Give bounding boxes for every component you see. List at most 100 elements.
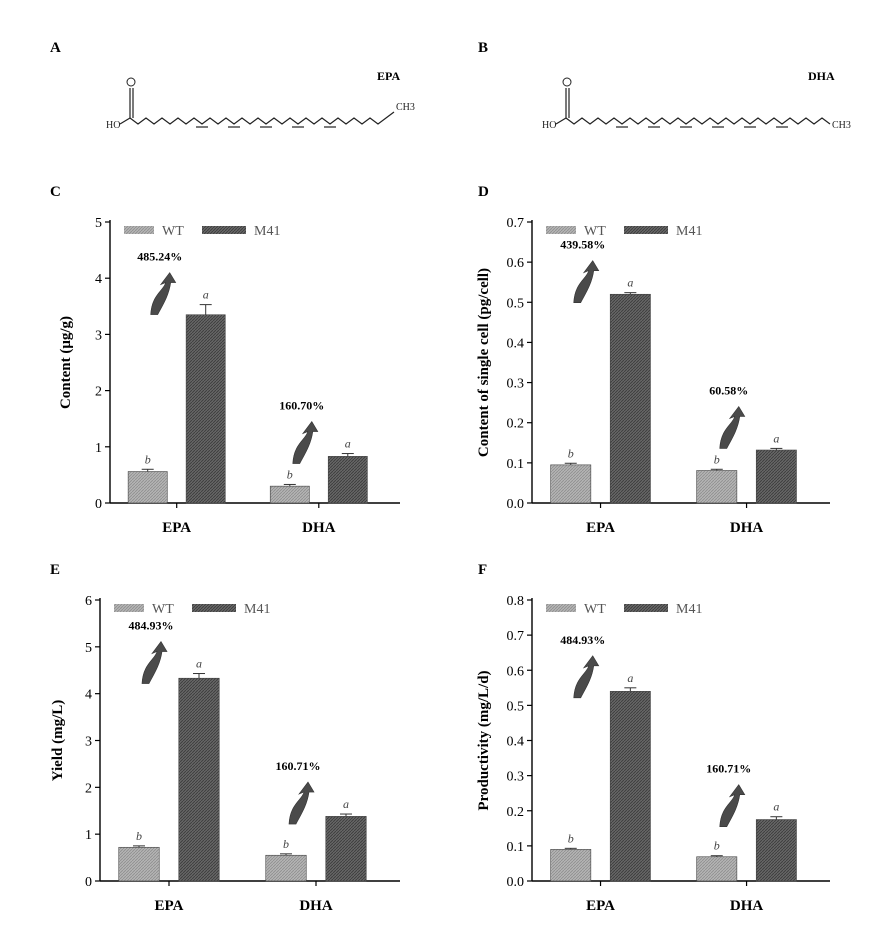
y-tick-label: 4 (95, 272, 102, 287)
increase-percentage-label: 484.93% (560, 633, 605, 647)
y-tick-label: 3 (85, 735, 92, 750)
dha-methyl-label: CH3 (832, 120, 851, 131)
significance-letter: a (343, 797, 349, 811)
significance-letter: a (773, 431, 779, 445)
increase-percentage-label: 160.71% (706, 762, 751, 776)
y-tick-label: 0.5 (507, 296, 525, 311)
chart-d-single-cell-content: 0.0 0.1 0.2 0.3 0.4 0.5 0.6 0.7 Content of singl… (476, 216, 830, 536)
y-axis-label: Content (μg/g) (58, 316, 74, 409)
bar-m41-epa (178, 677, 220, 882)
dha-structure (565, 117, 831, 125)
significance-letter: b (136, 829, 142, 843)
bar-wt-epa (118, 846, 160, 882)
epa-oxygen-atom (126, 77, 136, 87)
y-tick-label: 4 (85, 688, 92, 703)
panel-label-d: D (478, 184, 489, 200)
legend-swatch-wt (124, 226, 154, 234)
panel-label-e: E (50, 562, 60, 578)
legend-label-wt: WT (162, 224, 184, 239)
bar-wt-epa (550, 464, 592, 504)
y-tick-label: 0.8 (507, 594, 525, 609)
legend-label-m41: M41 (676, 224, 702, 239)
legend-label-wt: WT (152, 602, 174, 617)
epa-hydroxyl-label: HO (106, 120, 120, 131)
epa-hydroxyl-bond (119, 117, 131, 125)
increase-percentage-label: 60.58% (709, 383, 748, 397)
bar-wt-dha (696, 470, 738, 504)
panel-a: A EPA HO CH3 (50, 40, 415, 131)
y-tick-label: 1 (85, 828, 92, 843)
legend-label-m41: M41 (254, 224, 280, 239)
bar-wt-epa (550, 849, 592, 882)
y-tick-label: 0.5 (507, 699, 525, 714)
significance-letter: b (145, 452, 151, 466)
significance-letter: b (568, 446, 574, 460)
epa-structure (129, 111, 395, 125)
panel-label-a: A (50, 40, 61, 56)
increase-arrow-icon (292, 421, 319, 464)
legend-label-wt: WT (584, 224, 606, 239)
y-tick-label: 1 (95, 441, 102, 456)
increase-percentage-label: 485.24% (137, 250, 182, 264)
significance-letter: b (287, 467, 293, 481)
bar-wt-dha (269, 485, 310, 504)
significance-letter: a (627, 276, 633, 290)
epa-methyl-label: CH3 (396, 102, 415, 113)
x-category-label: EPA (586, 898, 615, 914)
increase-arrow-icon (150, 272, 177, 315)
panel-label-b: B (478, 40, 488, 56)
dha-hydroxyl-bond (555, 117, 567, 125)
increase-arrow-icon (719, 405, 746, 449)
increase-arrow-icon (573, 260, 600, 303)
y-axis-label: Yield (mg/L) (50, 700, 66, 782)
bar-m41-epa (609, 293, 651, 504)
legend-swatch-wt (546, 604, 576, 612)
chart-f-productivity: 0.0 0.1 0.2 0.3 0.4 0.5 0.6 0.7 0.8 Productivity … (476, 594, 830, 914)
significance-letter: a (203, 288, 209, 302)
panel-label-f: F (478, 562, 487, 578)
bar-m41-dha (755, 449, 797, 504)
dha-oxygen-atom (562, 77, 572, 87)
y-tick-label: 5 (85, 641, 92, 656)
y-tick-label: 0.6 (507, 256, 525, 271)
increase-arrow-icon (573, 655, 600, 699)
y-tick-label: 0.7 (507, 216, 525, 231)
y-tick-label: 0.4 (507, 735, 525, 750)
increase-percentage-label: 160.70% (279, 399, 324, 413)
legend-swatch-wt (114, 604, 144, 612)
legend-swatch-m41 (202, 226, 246, 234)
increase-percentage-label: 439.58% (560, 238, 605, 252)
increase-percentage-label: 160.71% (276, 759, 321, 773)
y-tick-label: 2 (95, 385, 102, 400)
dha-hydroxyl-label: HO (542, 120, 556, 131)
dha-molecule-name: DHA (808, 69, 835, 83)
significance-letter: a (773, 800, 779, 814)
y-tick-label: 0.4 (507, 336, 525, 351)
y-tick-label: 0.0 (507, 875, 525, 890)
increase-arrow-icon (141, 640, 168, 684)
y-tick-label: 5 (95, 216, 102, 231)
y-tick-label: 0.3 (507, 770, 525, 785)
increase-percentage-label: 484.93% (129, 619, 174, 633)
y-tick-label: 0.0 (507, 497, 525, 512)
epa-molecule-name: EPA (377, 69, 400, 83)
legend-swatch-m41 (624, 226, 668, 234)
significance-letter: a (196, 657, 202, 671)
y-tick-label: 0.1 (507, 840, 525, 855)
bar-m41-dha (755, 819, 797, 882)
significance-letter: a (627, 671, 633, 685)
x-category-label: DHA (299, 898, 333, 914)
bar-wt-dha (265, 854, 307, 882)
significance-letter: b (714, 839, 720, 853)
y-tick-label: 0.7 (507, 629, 525, 644)
panel-b: B DHA HO CH3 (478, 40, 851, 131)
y-tick-label: 2 (85, 781, 92, 796)
bar-m41-dha (327, 456, 368, 504)
increase-arrow-icon (719, 784, 746, 828)
bar-m41-epa (609, 691, 651, 882)
legend-label-m41: M41 (676, 602, 702, 617)
x-category-label: DHA (730, 898, 764, 914)
chart-e-yield: 0 1 2 3 4 5 6 Yield (mg/L) WT M41 EPA b a 484.93% DHA b… (50, 594, 400, 914)
y-axis-label: Productivity (mg/L/d) (476, 670, 492, 810)
